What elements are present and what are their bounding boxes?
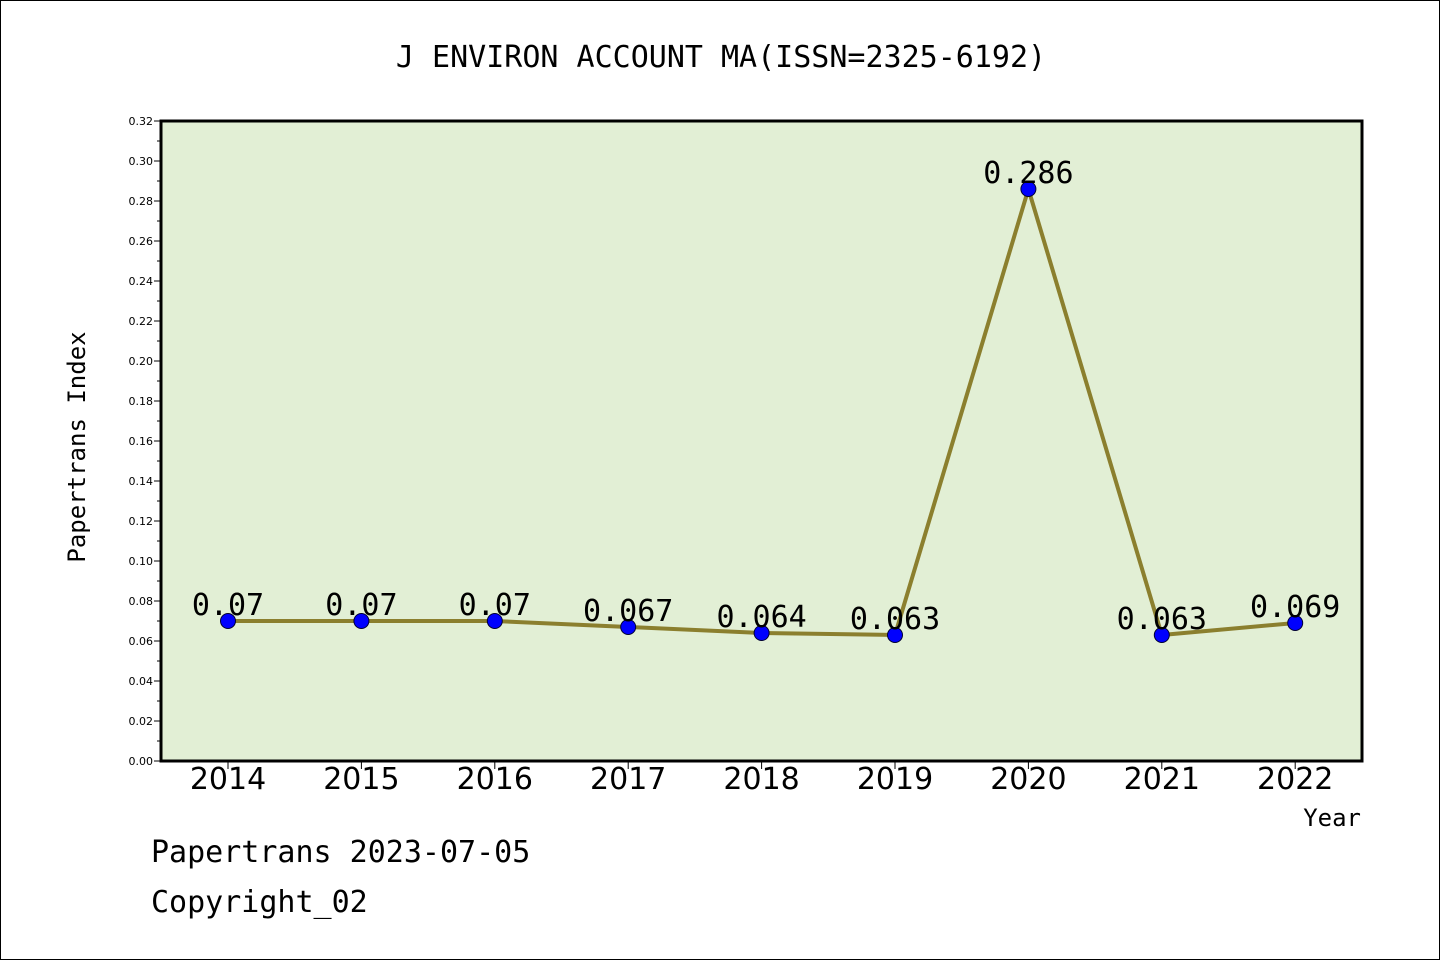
- data-point-marker: [887, 627, 903, 643]
- y-tick-label: 0.20: [129, 355, 154, 368]
- data-labels-group: 0.07 0.07 0.07 0.067 0.064 0.063 0.286 0.063 0.0…: [192, 156, 1340, 637]
- y-tick-label: 0.26: [129, 235, 154, 248]
- y-tick-label: 0.32: [129, 115, 154, 128]
- data-point-marker: [220, 613, 236, 629]
- footer-copyright: Copyright_02: [151, 885, 368, 920]
- y-tick-label: 0.10: [129, 555, 154, 568]
- y-tick-label: 0.12: [129, 515, 154, 528]
- y-tick-label: 0.02: [129, 715, 154, 728]
- plot-area: [159, 119, 1364, 763]
- data-point-marker: [353, 613, 370, 629]
- y-tick-label: 0.00: [129, 755, 154, 768]
- chart-title: J ENVIRON ACCOUNT MA(ISSN=2325-6192): [396, 40, 1046, 75]
- x-tick-label: 2016: [457, 762, 533, 797]
- data-point-marker: [1287, 615, 1304, 631]
- x-axis-label: Year: [1303, 804, 1361, 832]
- data-label: 0.07: [192, 588, 264, 623]
- x-tick-label: 2017: [590, 762, 666, 797]
- y-tick-label: 0.14: [129, 475, 154, 488]
- x-tick-label: 2014: [190, 762, 266, 797]
- y-axis-label: Papertrans Index: [63, 331, 91, 562]
- data-label: 0.07: [459, 588, 531, 623]
- y-tick-label: 0.06: [129, 635, 154, 648]
- data-label: 0.069: [1250, 590, 1340, 625]
- data-point-marker: [486, 613, 503, 629]
- x-tick-label: 2022: [1257, 762, 1333, 797]
- data-label: 0.067: [583, 594, 673, 629]
- footer-date: Papertrans 2023-07-05: [151, 835, 531, 870]
- data-label: 0.063: [850, 602, 940, 637]
- series-group: [220, 181, 1304, 643]
- data-point-marker: [753, 625, 770, 641]
- y-tick-label: 0.28: [129, 195, 154, 208]
- data-label: 0.07: [325, 588, 397, 623]
- x-tick-label: 2018: [723, 762, 799, 797]
- x-axis-ticks: 2014 2015 2016 2017 2018 2019 2020 2021 2022: [190, 761, 1333, 797]
- x-tick-label: 2020: [990, 762, 1066, 797]
- data-point-marker: [620, 619, 637, 635]
- y-tick-label: 0.22: [129, 315, 154, 328]
- y-tick-label: 0.04: [129, 675, 154, 688]
- x-tick-label: 2015: [323, 762, 399, 797]
- y-axis-ticks: 0.00 0.02 0.04 0.06 0.08 0.10 0.12 0.14 0.16 0.18…: [129, 115, 161, 768]
- data-label: 0.063: [1117, 602, 1207, 637]
- y-tick-label: 0.08: [129, 595, 154, 608]
- data-label: 0.286: [983, 156, 1073, 191]
- y-tick-label: 0.24: [129, 275, 154, 288]
- data-label: 0.064: [716, 600, 806, 635]
- y-tick-label: 0.18: [129, 395, 154, 408]
- data-point-marker: [1020, 181, 1037, 197]
- y-tick-label: 0.30: [129, 155, 154, 168]
- x-tick-label: 2021: [1124, 762, 1200, 797]
- x-tick-label: 2019: [857, 762, 933, 797]
- data-point-marker: [1153, 627, 1170, 643]
- y-tick-label: 0.16: [129, 435, 154, 448]
